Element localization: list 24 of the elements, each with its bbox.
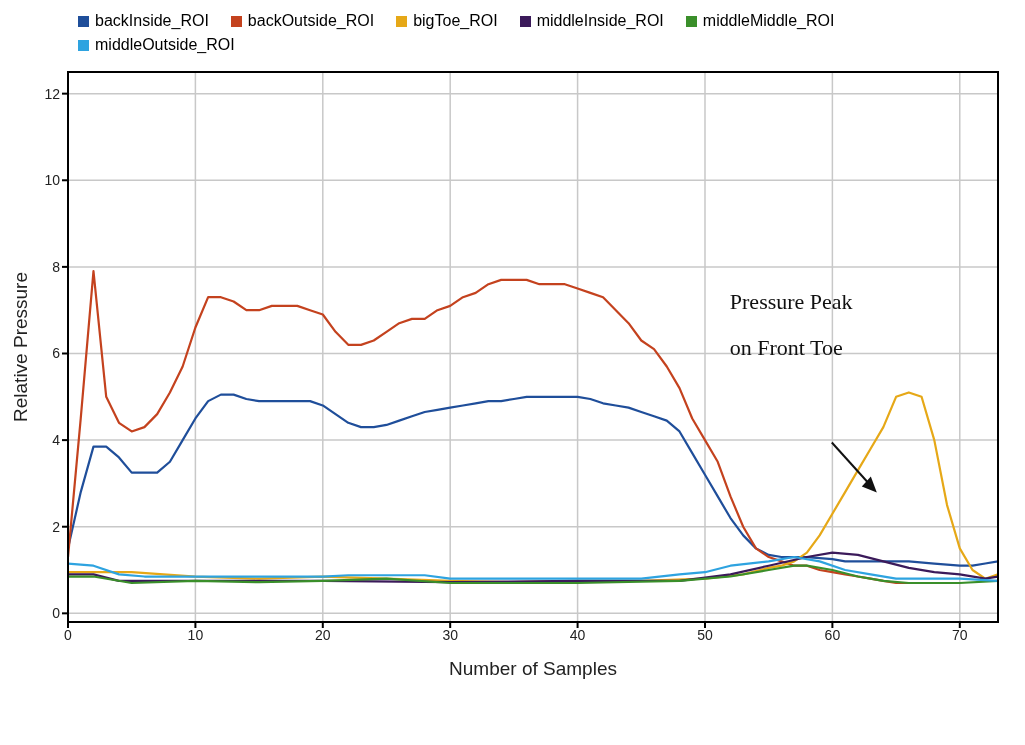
annotation: Pressure Peak on Front Toe (729, 289, 853, 361)
legend-label: middleInside_ROI (536, 12, 664, 30)
legend-label: bigToe_ROI (413, 12, 498, 30)
y-tick-label: 4 (52, 432, 61, 449)
x-tick-label: 10 (187, 626, 204, 643)
x-tick-label: 0 (64, 626, 73, 643)
y-tick-label: 2 (52, 518, 61, 535)
x-tick-label: 40 (569, 626, 586, 643)
y-axis-title: Relative Pressure (9, 272, 31, 422)
x-tick-label: 30 (442, 626, 459, 643)
x-axis-title: Number of Samples (449, 658, 617, 679)
legend-label: middleMiddle_ROI (702, 12, 835, 30)
x-tick-label: 60 (824, 626, 841, 643)
legend-label: middleOutside_ROI (95, 36, 235, 54)
y-tick-label: 8 (52, 258, 61, 275)
x-tick-label: 70 (951, 626, 968, 643)
legend-label: backInside_ROI (95, 12, 209, 30)
legend-label: backOutside_ROI (247, 12, 375, 30)
y-tick-label: 6 (52, 345, 61, 362)
y-tick-label: 0 (52, 605, 61, 622)
x-tick-label: 20 (315, 626, 331, 643)
y-tick-label: 12 (44, 85, 61, 102)
y-tick-label: 10 (44, 172, 61, 189)
x-tick-label: 50 (697, 626, 713, 643)
